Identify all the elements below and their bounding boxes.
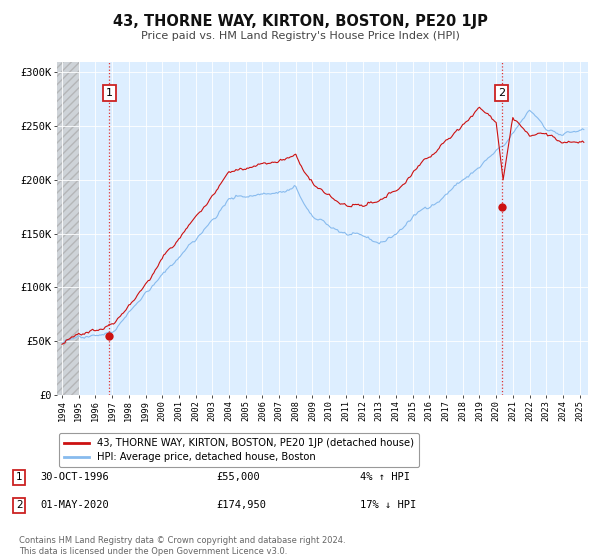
Text: 30-OCT-1996: 30-OCT-1996	[41, 472, 110, 482]
Bar	[57, 62, 79, 395]
Text: 17% ↓ HPI: 17% ↓ HPI	[360, 500, 416, 510]
Legend: 43, THORNE WAY, KIRTON, BOSTON, PE20 1JP (detached house), HPI: Average price, d: 43, THORNE WAY, KIRTON, BOSTON, PE20 1JP…	[59, 433, 419, 467]
Text: 2: 2	[498, 88, 505, 98]
Text: 1: 1	[106, 88, 113, 98]
Text: Contains HM Land Registry data © Crown copyright and database right 2024.
This d: Contains HM Land Registry data © Crown c…	[19, 536, 346, 556]
Text: 4% ↑ HPI: 4% ↑ HPI	[360, 472, 410, 482]
Text: Price paid vs. HM Land Registry's House Price Index (HPI): Price paid vs. HM Land Registry's House …	[140, 31, 460, 41]
Text: 2: 2	[16, 500, 23, 510]
Text: 01-MAY-2020: 01-MAY-2020	[41, 500, 110, 510]
Text: £174,950: £174,950	[216, 500, 266, 510]
Text: £55,000: £55,000	[216, 472, 260, 482]
Text: 1: 1	[16, 472, 23, 482]
Text: 43, THORNE WAY, KIRTON, BOSTON, PE20 1JP: 43, THORNE WAY, KIRTON, BOSTON, PE20 1JP	[113, 14, 487, 29]
